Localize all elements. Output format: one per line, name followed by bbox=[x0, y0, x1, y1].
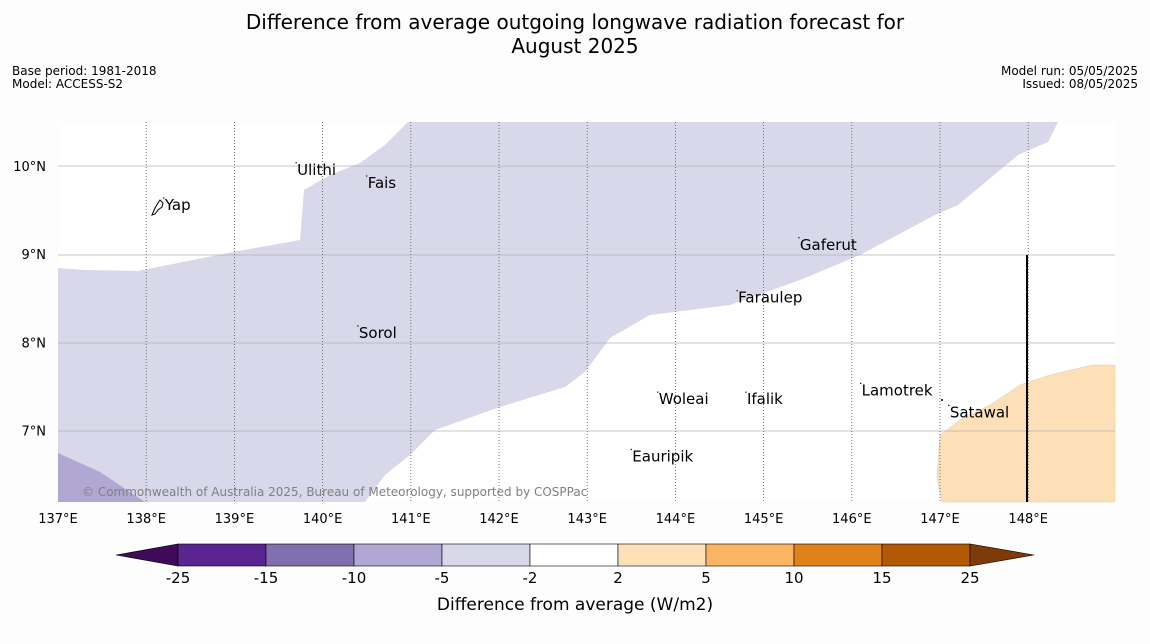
model-run-text: Model run: 05/05/2025 bbox=[1000, 64, 1138, 78]
colorbar: -25 -15 -10 -5 -2 2 5 10 15 25 bbox=[115, 543, 1035, 587]
colorbar-tick-label: -2 bbox=[523, 569, 538, 587]
lon-tick-label: 138°E bbox=[126, 512, 166, 527]
colorbar-segment bbox=[441, 543, 531, 567]
place-marker bbox=[295, 162, 297, 164]
colorbar-segment bbox=[705, 543, 795, 567]
colorbar-extend-high bbox=[969, 543, 1035, 567]
colorbar-segment bbox=[177, 543, 267, 567]
colorbar-tick-label: 10 bbox=[784, 569, 803, 587]
lon-tick-label: 139°E bbox=[215, 512, 255, 527]
colorbar-tick-label: -5 bbox=[435, 569, 450, 587]
anomaly-region-light-purple bbox=[58, 122, 1058, 502]
colorbar-tick-label: 25 bbox=[960, 569, 979, 587]
lat-tick-label: 9°N bbox=[22, 248, 47, 263]
place-marker bbox=[745, 391, 747, 393]
lat-tick-labels: 10°N 9°N 8°N 7°N bbox=[13, 160, 46, 440]
place-label: Woleai bbox=[659, 390, 709, 408]
chart-title-line-1: Difference from average outgoing longwav… bbox=[245, 10, 905, 34]
place-label: Fais bbox=[368, 174, 397, 192]
colorbar-segment bbox=[353, 543, 443, 567]
lon-tick-label: 140°E bbox=[303, 512, 343, 527]
place-label: Satawal bbox=[950, 403, 1009, 421]
colorbar-extend-low bbox=[115, 543, 179, 567]
lat-tick-label: 8°N bbox=[22, 336, 47, 351]
base-period-text: Base period: 1981-2018 bbox=[12, 64, 157, 78]
place-labels: Yap Ulithi Fais Gaferut Faraulep Sorol Woleai I… bbox=[163, 161, 1009, 465]
issued-text: Issued: 08/05/2025 bbox=[1022, 77, 1138, 91]
place-label: Faraulep bbox=[738, 289, 802, 307]
colorbar-segment bbox=[617, 543, 707, 567]
lon-tick-label: 146°E bbox=[832, 512, 872, 527]
place-marker bbox=[798, 237, 800, 239]
place-marker bbox=[948, 404, 950, 407]
colorbar-tick-label: -15 bbox=[254, 569, 279, 587]
place-marker bbox=[630, 448, 632, 451]
colorbar-segment bbox=[265, 543, 355, 567]
chart-title-line-2: August 2025 bbox=[511, 34, 639, 58]
colorbar-tick-label: 15 bbox=[872, 569, 891, 587]
place-marker bbox=[366, 175, 368, 177]
colorbar-tick-label: -25 bbox=[166, 569, 191, 587]
colorbar-segment bbox=[529, 543, 619, 567]
place-marker bbox=[357, 325, 359, 327]
meta-left: Base period: 1981-2018 Model: ACCESS-S2 bbox=[12, 65, 157, 91]
meta-right: Model run: 05/05/2025 Issued: 08/05/2025 bbox=[1001, 65, 1138, 91]
lon-tick-label: 145°E bbox=[744, 512, 784, 527]
lon-tick-label: 142°E bbox=[479, 512, 519, 527]
lon-tick-label: 147°E bbox=[920, 512, 960, 527]
model-text: Model: ACCESS-S2 bbox=[12, 77, 124, 91]
colorbar-tick-label: 2 bbox=[613, 569, 623, 587]
lon-tick-label: 143°E bbox=[567, 512, 607, 527]
lon-tick-label: 148°E bbox=[1008, 512, 1048, 527]
lat-tick-label: 10°N bbox=[13, 160, 46, 175]
place-label: Eauripik bbox=[632, 447, 693, 465]
place-marker bbox=[163, 197, 165, 199]
place-marker bbox=[657, 391, 659, 393]
lon-tick-label: 141°E bbox=[391, 512, 431, 527]
anomaly-region-mid-purple bbox=[58, 453, 145, 502]
colorbar-tick-label: -10 bbox=[342, 569, 367, 587]
colorbar-segment bbox=[881, 543, 971, 567]
copyright-text: © Commonwealth of Australia 2025, Bureau… bbox=[82, 485, 587, 499]
place-label: Gaferut bbox=[800, 236, 857, 254]
place-marker bbox=[859, 382, 862, 385]
place-marker bbox=[736, 290, 738, 292]
place-label: Ulithi bbox=[297, 161, 336, 179]
place-label: Sorol bbox=[359, 324, 397, 342]
lat-tick-label: 7°N bbox=[22, 425, 47, 440]
lon-tick-labels: 137°E 138°E 139°E 140°E 141°E 142°E 143°E 144°E… bbox=[38, 512, 1048, 527]
yap-island-icon bbox=[151, 199, 164, 216]
colorbar-tick-label: 5 bbox=[701, 569, 711, 587]
colorbar-segment bbox=[793, 543, 883, 567]
colorbar-title: Difference from average (W/m2) bbox=[437, 595, 713, 615]
place-label: Lamotrek bbox=[862, 381, 933, 399]
lon-tick-label: 137°E bbox=[38, 512, 78, 527]
place-label: Ifalik bbox=[747, 390, 783, 408]
satawal-dot bbox=[941, 399, 943, 401]
lon-gridlines bbox=[145, 122, 1029, 502]
place-label: Yap bbox=[164, 196, 191, 214]
lon-tick-label: 144°E bbox=[656, 512, 696, 527]
